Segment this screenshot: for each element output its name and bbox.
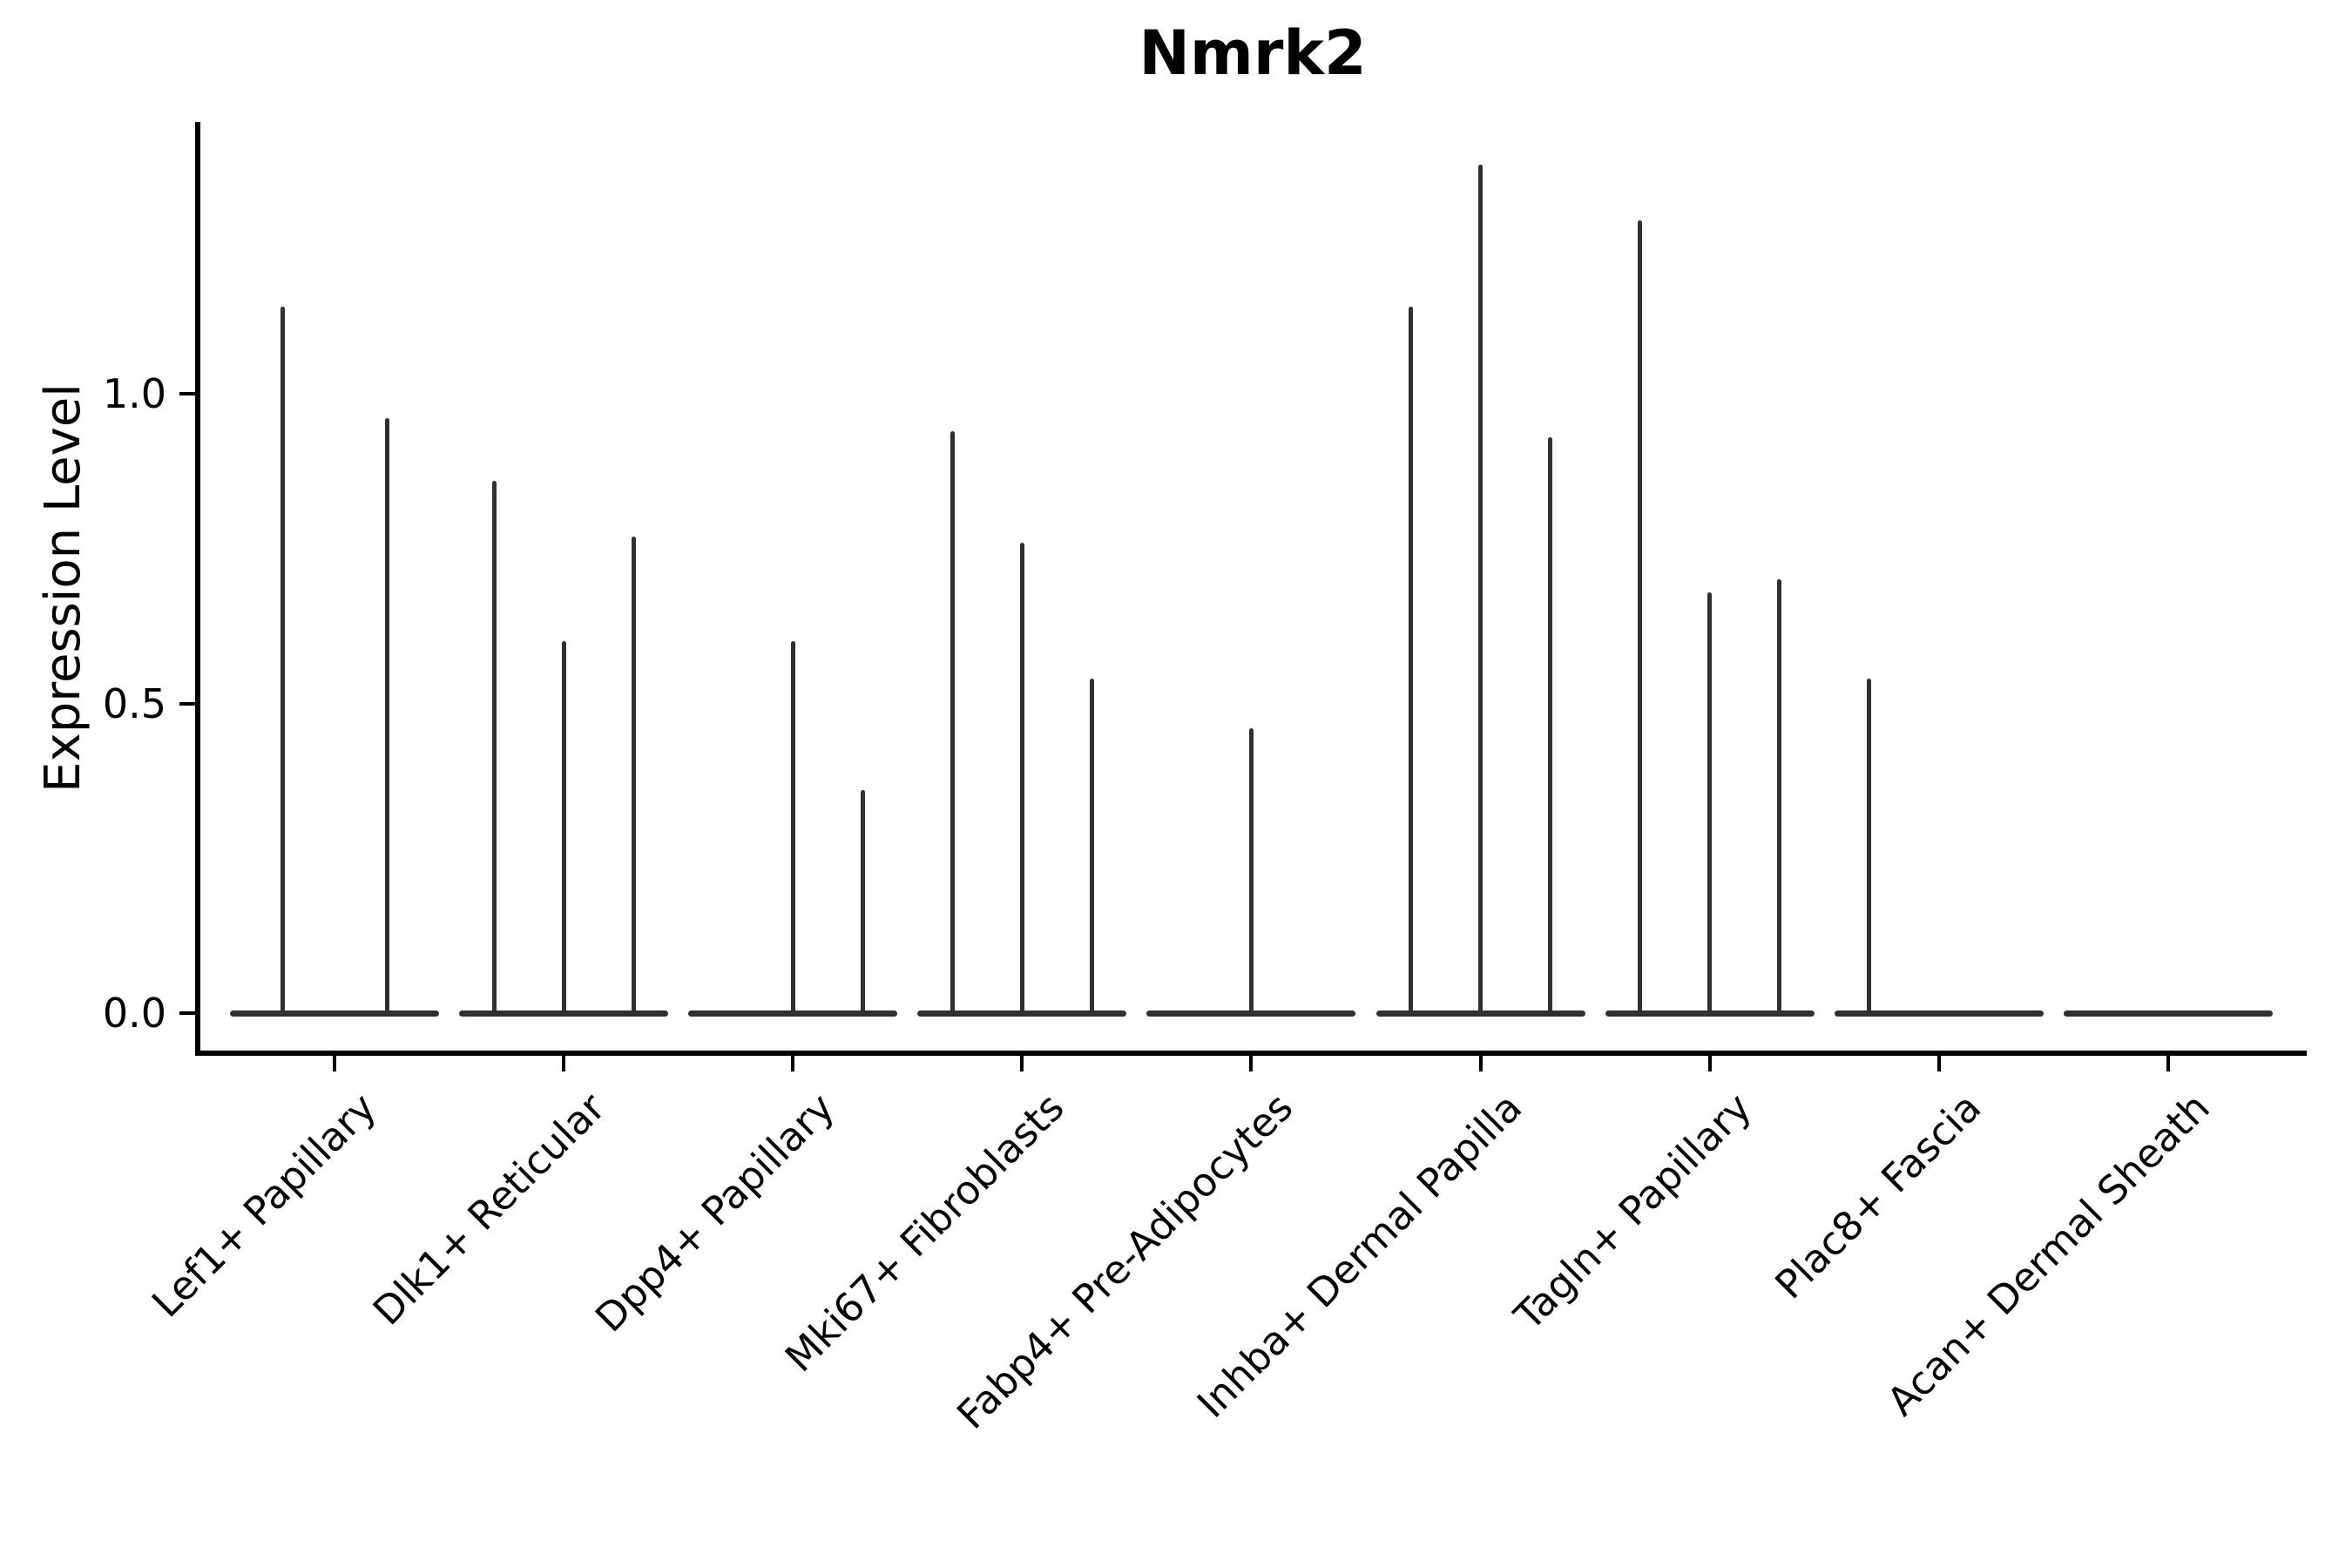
violin-baseline xyxy=(1605,1010,1815,1017)
y-tick xyxy=(179,1011,195,1015)
x-tick xyxy=(1707,1056,1712,1071)
violin-spike xyxy=(1248,727,1254,1013)
x-tick-label: Dpp4+ Papillary xyxy=(586,1084,844,1342)
y-tick-label: 1.0 xyxy=(102,370,166,417)
violin-baseline xyxy=(459,1010,669,1017)
violin-spike xyxy=(1409,307,1413,1013)
violin-spike xyxy=(280,307,285,1013)
x-tick xyxy=(1478,1056,1483,1071)
violin-spike xyxy=(1638,220,1643,1013)
x-tick-label: Plac8+ Fascia xyxy=(1765,1084,1990,1308)
x-tick xyxy=(1936,1056,1941,1071)
violin-spike xyxy=(1019,542,1024,1013)
x-tick-label: Dlk1+ Reticular xyxy=(364,1084,615,1335)
violin-baseline xyxy=(688,1010,898,1017)
left-spine xyxy=(195,122,200,1056)
violin-spike xyxy=(1867,679,1872,1013)
violin-spike xyxy=(631,536,636,1013)
x-tick xyxy=(2166,1056,2170,1071)
chart-title: Nmrk2 xyxy=(1139,17,1367,89)
x-tick xyxy=(562,1056,566,1071)
violin-spike xyxy=(1089,679,1094,1013)
violin-baseline xyxy=(1375,1010,1585,1017)
x-tick xyxy=(1020,1056,1024,1071)
violin-baseline xyxy=(2063,1010,2273,1017)
violin-spike xyxy=(1777,579,1782,1013)
violin-baseline xyxy=(917,1010,1127,1017)
x-tick-label: Tagln+ Papillary xyxy=(1505,1084,1761,1340)
violin-spike xyxy=(1548,436,1552,1013)
violin-spike xyxy=(790,641,795,1013)
violin-spike xyxy=(1707,591,1713,1013)
violin-spike xyxy=(384,418,389,1013)
violin-spike xyxy=(1478,164,1483,1013)
violin-spike xyxy=(561,641,566,1013)
y-tick-label: 0.5 xyxy=(102,679,166,727)
x-tick-label: Lef1+ Papillary xyxy=(143,1084,386,1327)
violin-baseline xyxy=(230,1010,439,1017)
y-tick xyxy=(179,701,195,706)
bottom-spine xyxy=(195,1051,2307,1056)
x-tick xyxy=(1249,1056,1254,1071)
violin-spike xyxy=(491,480,497,1013)
x-tick xyxy=(333,1056,336,1071)
y-tick xyxy=(179,392,195,395)
violin-spike xyxy=(950,430,955,1013)
violin-baseline xyxy=(1834,1010,2044,1017)
y-tick-label: 0.0 xyxy=(102,990,166,1037)
violin-baseline xyxy=(1146,1010,1356,1017)
violin-spike xyxy=(860,790,865,1013)
x-tick xyxy=(791,1056,795,1071)
